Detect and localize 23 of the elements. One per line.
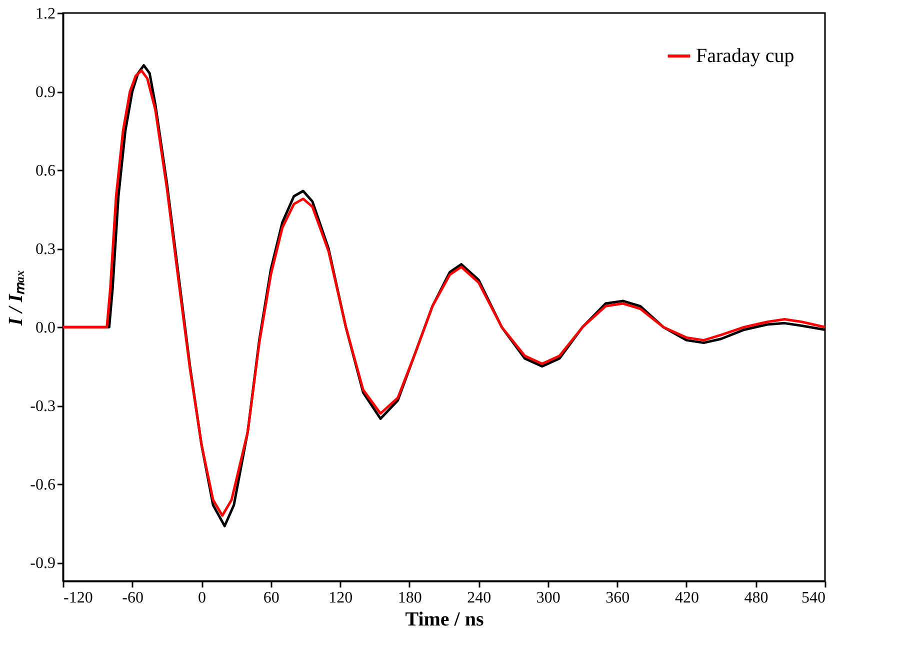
x-tick-label: 60 xyxy=(263,590,280,606)
x-tick-label: 240 xyxy=(467,590,492,606)
y-tick-label: -0.6 xyxy=(30,476,56,494)
x-tick-label: 480 xyxy=(744,590,768,606)
x-tick-label: 120 xyxy=(328,590,353,606)
x-tick-label: 420 xyxy=(674,590,699,606)
x-tick-label: 180 xyxy=(398,590,422,606)
x-tick-label: 300 xyxy=(536,590,560,606)
legend-label: Faraday cup xyxy=(696,45,794,67)
y-tick-label: 1.2 xyxy=(36,6,56,22)
x-axis-title: Time / ns xyxy=(405,608,484,630)
x-tick-label: -120 xyxy=(64,590,93,606)
x-tick-label: 360 xyxy=(606,590,630,606)
y-tick-label: -0.3 xyxy=(30,398,56,416)
x-tick-label: -60 xyxy=(122,590,144,606)
y-tick-label: 0.0 xyxy=(36,320,56,337)
y-axis-title: I / Iₘₐₓ xyxy=(5,270,28,326)
x-tick-label: 540 xyxy=(802,590,826,606)
y-tick-label: 0.9 xyxy=(36,84,56,102)
y-tick-label: -0.9 xyxy=(30,555,56,572)
y-tick-label: 0.3 xyxy=(36,241,56,258)
y-tick-label: 0.6 xyxy=(36,162,56,180)
x-tick-label: 0 xyxy=(198,590,206,606)
